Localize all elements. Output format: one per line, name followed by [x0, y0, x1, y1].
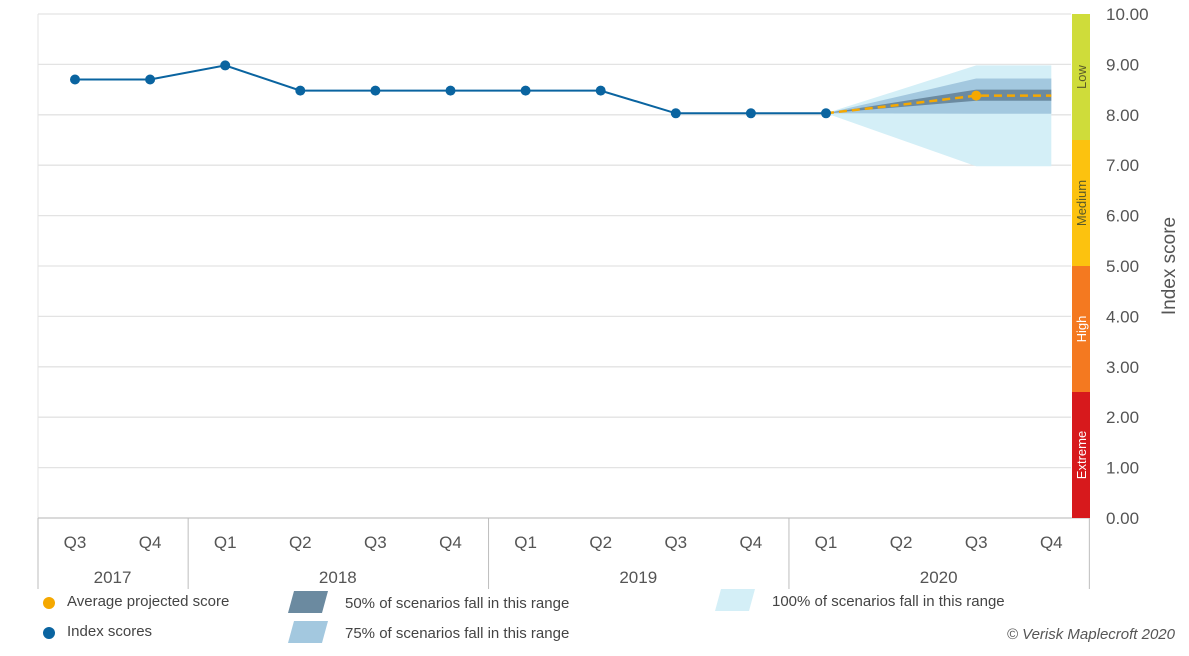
quarter-tick-label: Q4 — [439, 533, 462, 552]
index-score-point — [670, 108, 681, 119]
risk-band-high — [1072, 266, 1090, 392]
quarter-tick-label: Q1 — [214, 533, 237, 552]
scenario-bands — [826, 65, 1052, 167]
quarter-tick-label: Q2 — [589, 533, 612, 552]
legend-avg-projected-label: Average projected score — [67, 593, 230, 610]
projected-score-point — [971, 90, 982, 101]
index-score-point — [70, 74, 80, 85]
legend-p75-label: 75% of scenarios fall in this range — [345, 625, 570, 642]
risk-band-low — [1072, 14, 1090, 140]
y-tick-label: 5.00 — [1106, 257, 1139, 276]
y-tick-label: 0.00 — [1106, 509, 1139, 528]
quarter-tick-label: Q3 — [64, 533, 87, 552]
y-tick-label: 10.00 — [1106, 5, 1149, 24]
risk-band-label: High — [1074, 316, 1089, 343]
legend-index-scores-marker — [43, 627, 55, 639]
y-tick-label: 3.00 — [1106, 358, 1139, 377]
risk-band-medium — [1072, 140, 1090, 266]
risk-band-label: Low — [1074, 64, 1089, 88]
risk-band-label: Extreme — [1074, 431, 1089, 479]
legend-avg-projected-marker — [43, 597, 55, 609]
y-axis: 0.00 1.00 2.00 3.00 4.00 5.00 6.00 7.00 8.00 9.00… — [1106, 5, 1180, 528]
index-score-point — [745, 108, 756, 119]
year-tick-label: 2019 — [619, 568, 657, 587]
index-score-point — [145, 74, 156, 85]
quarter-tick-label: Q3 — [965, 533, 988, 552]
y-axis-title: Index score — [1159, 217, 1180, 315]
quarter-tick-label: Q4 — [139, 533, 162, 552]
y-tick-label: 7.00 — [1106, 156, 1139, 175]
y-tick-label: 6.00 — [1106, 207, 1139, 226]
quarter-tick-label: Q4 — [740, 533, 763, 552]
index-score-point — [821, 108, 831, 119]
index-score-point — [295, 85, 306, 96]
year-tick-label: 2017 — [94, 568, 132, 587]
index-score-point — [445, 85, 456, 96]
legend-p75-swatch — [288, 621, 328, 643]
legend-p50-swatch — [288, 591, 328, 613]
quarter-tick-label: Q1 — [514, 533, 537, 552]
legend-p100-label: 100% of scenarios fall in this range — [772, 593, 1005, 610]
risk-band-label: Medium — [1074, 180, 1089, 226]
index-score-point — [595, 85, 606, 96]
quarter-tick-label: Q4 — [1040, 533, 1063, 552]
quarter-tick-label: Q1 — [815, 533, 838, 552]
y-tick-label: 2.00 — [1106, 408, 1139, 427]
quarter-tick-label: Q3 — [664, 533, 687, 552]
y-tick-label: 9.00 — [1106, 55, 1139, 74]
x-axis: Q3 Q4 Q1 Q2 Q3 Q4 Q1 Q2 Q3 Q4 Q1 Q2 Q3 Q4 2017 2018 2019… — [37, 517, 1090, 589]
y-tick-label: 1.00 — [1106, 459, 1139, 478]
year-tick-label: 2018 — [319, 568, 357, 587]
quarter-tick-label: Q2 — [289, 533, 312, 552]
index-score-point — [370, 85, 381, 96]
y-tick-label: 4.00 — [1106, 307, 1139, 326]
index-score-point — [520, 85, 531, 96]
quarter-tick-label: Q3 — [364, 533, 387, 552]
series-points — [70, 60, 982, 119]
risk-scale-bar: Extreme High Medium Low — [1072, 14, 1090, 518]
y-tick-label: 8.00 — [1106, 106, 1139, 125]
legend-p50-label: 50% of scenarios fall in this range — [345, 595, 570, 612]
legend-p100-swatch — [715, 589, 755, 611]
projected-score-line — [825, 94, 1052, 115]
quarter-tick-label: Q2 — [890, 533, 913, 552]
risk-band-extreme — [1072, 392, 1090, 518]
legend-index-scores-label: Index scores — [67, 623, 153, 640]
grid-lines — [37, 13, 1071, 519]
year-tick-label: 2020 — [920, 568, 958, 587]
index-score-point — [220, 60, 231, 71]
copyright-text: © Verisk Maplecroft 2020 — [1006, 626, 1175, 643]
